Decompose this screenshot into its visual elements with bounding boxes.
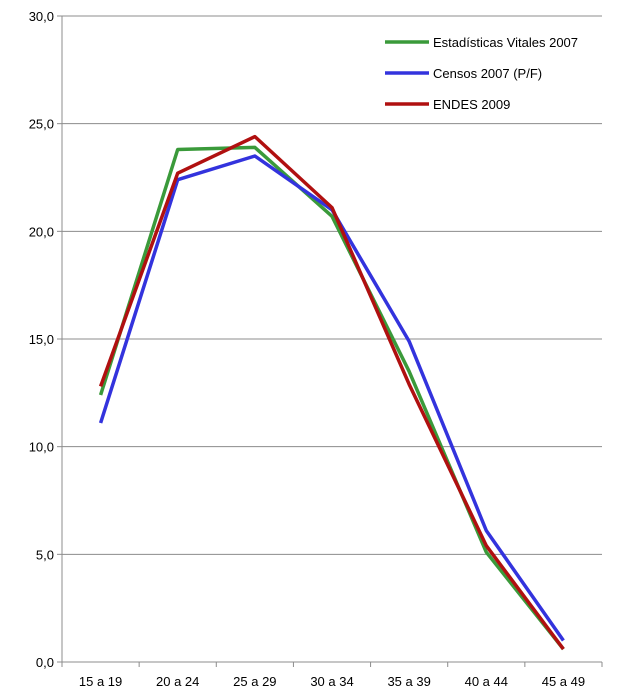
- x-tick-label: 45 a 49: [542, 674, 585, 689]
- x-tick-label: 30 a 34: [310, 674, 353, 689]
- legend-label-0: Estadísticas Vitales 2007: [433, 35, 578, 50]
- series-line-0: [98, 145, 565, 651]
- x-axis-tick-labels: 15 a 19 20 a 24 25 a 29 30 a 34 35 a 39 40 a …: [79, 674, 585, 689]
- y-tick-label: 20,0: [29, 224, 54, 239]
- series-line-1: [98, 154, 565, 642]
- x-tick-label: 25 a 29: [233, 674, 276, 689]
- legend-label-1: Censos 2007 (P/F): [433, 66, 542, 81]
- series-lines: [98, 134, 565, 651]
- y-tick-label: 10,0: [29, 440, 54, 455]
- legend-label-2: ENDES 2009: [433, 97, 510, 112]
- axes: [57, 15, 603, 667]
- x-tick-label: 35 a 39: [387, 674, 430, 689]
- y-tick-label: 15,0: [29, 332, 54, 347]
- legend: Estadísticas Vitales 2007 Censos 2007 (P/…: [385, 35, 578, 112]
- y-tick-label: 5,0: [36, 547, 54, 562]
- x-tick-label: 15 a 19: [79, 674, 122, 689]
- y-axis-tick-labels: 0,0 5,0 10,0 15,0 20,0 25,0 30,0: [29, 9, 54, 670]
- y-tick-label: 25,0: [29, 117, 54, 132]
- y-tick-label: 0,0: [36, 655, 54, 670]
- x-tick-label: 40 a 44: [465, 674, 508, 689]
- series-line-2: [98, 134, 565, 651]
- x-tick-label: 20 a 24: [156, 674, 199, 689]
- y-tick-label: 30,0: [29, 9, 54, 24]
